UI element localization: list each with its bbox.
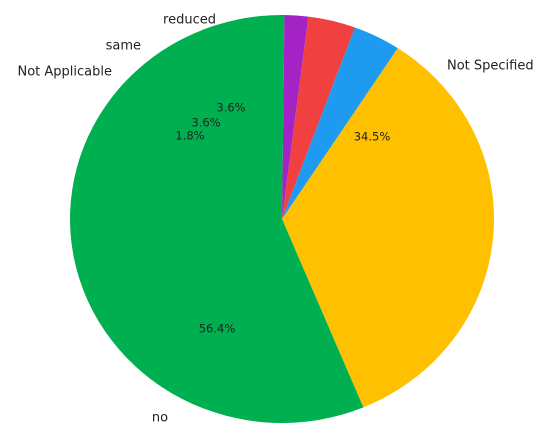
- pie-slice-no: [70, 14, 364, 423]
- pie-slice-not-specified: [282, 48, 494, 408]
- category-label-no: no: [152, 411, 168, 426]
- percent-label-no: 56.4%: [199, 322, 236, 336]
- percent-label-not-specified: 34.5%: [354, 130, 391, 144]
- pie-slice-reduced: [282, 27, 398, 220]
- percent-label-not-applicable: 1.8%: [175, 129, 204, 143]
- category-labels-layer: Not Specified no Not Applicable same reduced: [17, 13, 533, 426]
- percent-label-same: 3.6%: [191, 116, 220, 130]
- slices-layer: [70, 14, 494, 423]
- category-label-reduced: reduced: [163, 13, 216, 28]
- percent-labels-layer: 34.5%56.4%1.8%3.6%3.6%: [175, 101, 390, 336]
- pie-slice-same: [282, 16, 355, 220]
- category-label-not-specified: Not Specified: [447, 59, 534, 74]
- category-label-same: same: [106, 39, 141, 54]
- category-label-not-applicable: Not Applicable: [17, 65, 112, 80]
- percent-label-reduced: 3.6%: [216, 101, 245, 115]
- pie-slice-not-applicable: [282, 15, 309, 220]
